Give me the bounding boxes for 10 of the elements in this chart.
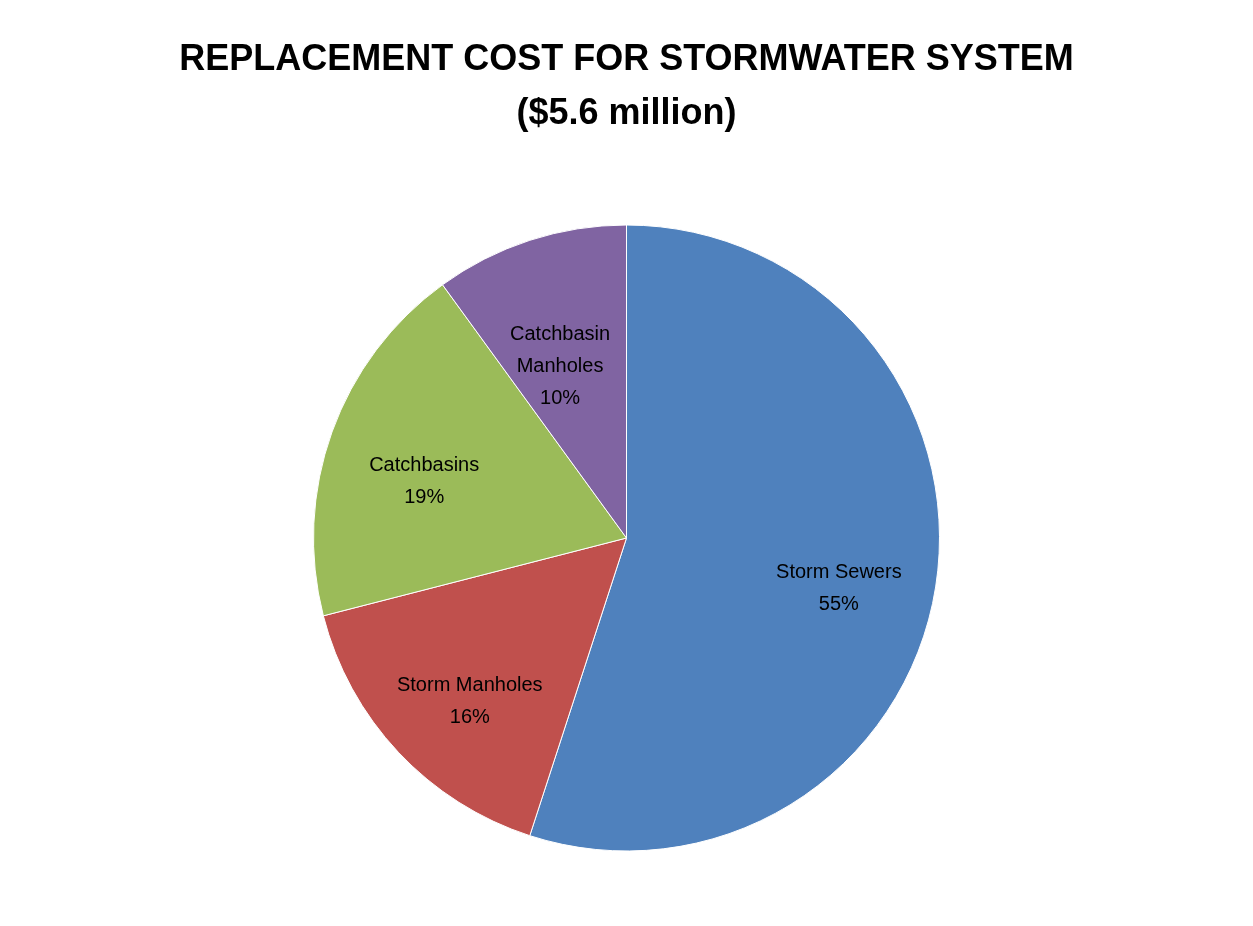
slice-label: Storm Manholes xyxy=(396,673,543,696)
slice-label: Catchbasin Manholes xyxy=(510,321,611,376)
data-label: 10% xyxy=(540,385,581,408)
slice-label: Storm Sewers xyxy=(776,559,902,582)
chart-title: REPLACEMENT COST FOR STORMWATER SYSTEM xyxy=(179,37,1074,78)
data-label: 19% xyxy=(404,485,445,508)
data-label: 55% xyxy=(818,591,860,614)
slice-label: Catchbasins xyxy=(369,453,480,476)
chart-subtitle: ($5.6 million) xyxy=(516,91,737,132)
data-label: 16% xyxy=(449,705,490,728)
